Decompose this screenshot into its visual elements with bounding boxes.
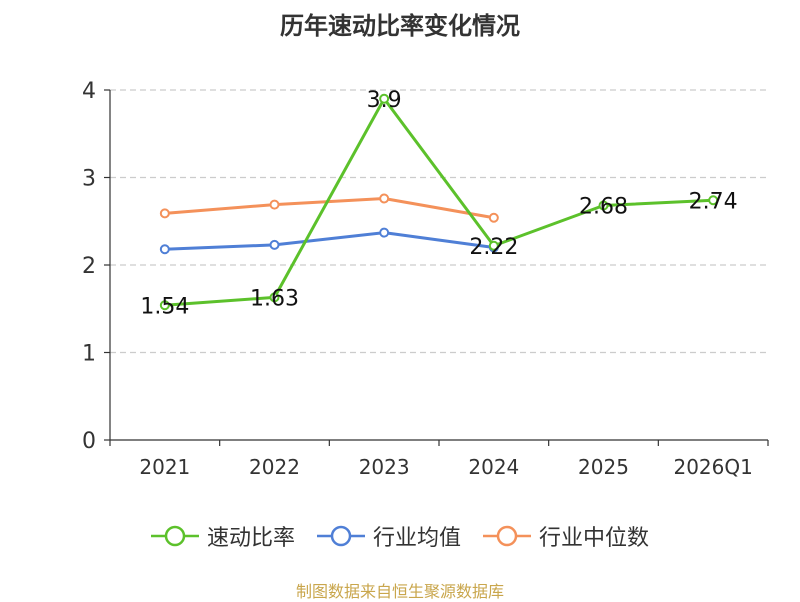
legend-marker-icon xyxy=(483,525,531,547)
series-line xyxy=(164,197,495,220)
legend-label: 速动比率 xyxy=(206,526,295,551)
data-point xyxy=(159,300,170,311)
y-tick-label: 4 xyxy=(82,79,96,104)
legend-marker-icon xyxy=(150,525,199,547)
series-line xyxy=(164,97,714,307)
y-tick-label: 3 xyxy=(82,167,96,192)
legend-label: 行业均值 xyxy=(372,526,461,551)
legend-item[interactable]: 行业中位数 xyxy=(483,520,649,552)
data-point xyxy=(159,208,170,219)
data-point xyxy=(159,244,170,255)
data-point xyxy=(708,195,719,206)
data-label: 2.22 xyxy=(469,235,518,260)
series-line xyxy=(164,231,495,251)
data-label: 2.68 xyxy=(579,195,628,220)
data-label: 3.9 xyxy=(367,88,402,113)
y-tick-label: 1 xyxy=(82,342,96,367)
data-point xyxy=(379,93,390,104)
y-tick-label: 2 xyxy=(82,254,96,279)
data-point xyxy=(269,239,280,250)
chart-title: 历年速动比率变化情况 xyxy=(280,12,520,40)
data-point xyxy=(379,193,390,204)
x-tick-label: 2026Q1 xyxy=(673,455,752,479)
data-point xyxy=(379,227,390,238)
legend-label: 行业中位数 xyxy=(539,526,650,551)
data-point xyxy=(269,199,280,210)
x-tick-label: 2023 xyxy=(359,455,410,479)
legend-item[interactable]: 行业均值 xyxy=(316,520,461,552)
data-label: 2.74 xyxy=(689,189,738,214)
y-tick-label: 0 xyxy=(82,429,96,454)
legend-marker-icon xyxy=(316,525,365,547)
x-tick-label: 2022 xyxy=(249,455,300,479)
data-label: 1.63 xyxy=(250,286,299,311)
x-tick-label: 2025 xyxy=(578,455,629,479)
x-tick-label: 2024 xyxy=(468,455,519,479)
legend-item[interactable]: 速动比率 xyxy=(150,520,295,552)
source-note: 制图数据来自恒生聚源数据库 xyxy=(295,582,504,601)
data-point xyxy=(488,212,499,223)
chart-legend: 速动比率 行业均值 行业中位数 xyxy=(0,520,800,552)
data-point xyxy=(598,200,609,211)
data-label: 1.54 xyxy=(140,294,189,319)
data-point xyxy=(488,240,499,251)
data-point xyxy=(269,292,280,303)
x-tick-label: 2021 xyxy=(139,455,190,479)
